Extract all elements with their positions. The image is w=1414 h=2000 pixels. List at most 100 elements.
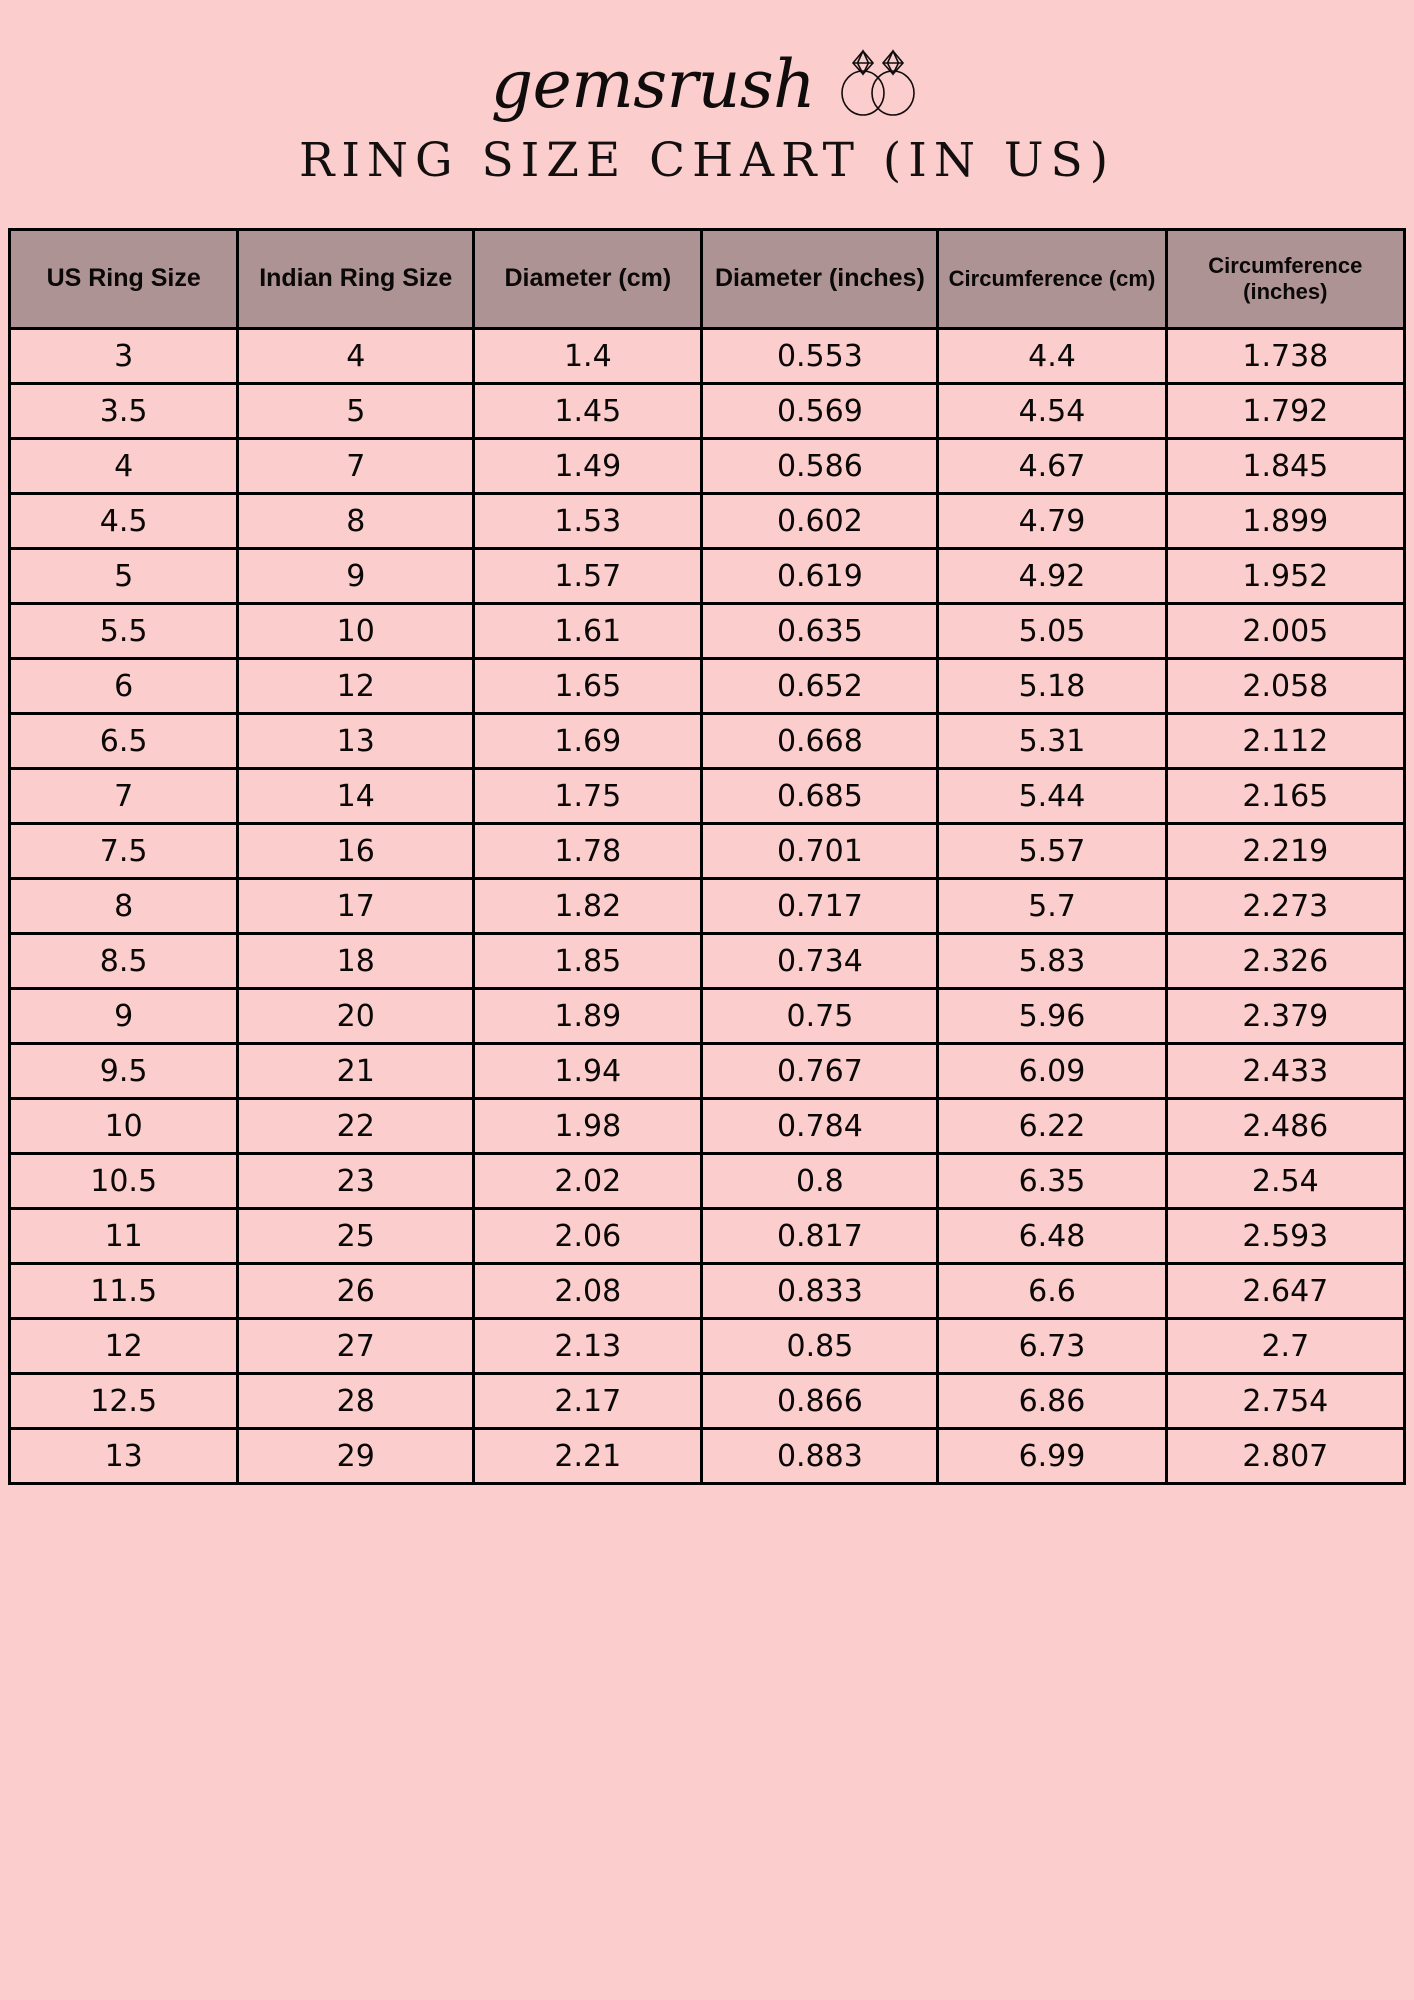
cell-circumference-cm: 6.73 <box>936 1317 1168 1375</box>
table-row: 12.5 28 2.17 0.866 6.86 2.754 <box>7 1372 1407 1430</box>
cell-circumference-inches: 2.647 <box>1164 1262 1407 1320</box>
table-row: 8 17 1.82 0.717 5.7 2.273 <box>7 877 1407 935</box>
cell-diameter-inches: 0.685 <box>700 767 940 825</box>
cell-indian-ring-size: 26 <box>236 1262 476 1320</box>
cell-us-ring-size: 3.5 <box>7 382 240 440</box>
cell-diameter-inches: 0.817 <box>700 1207 940 1265</box>
cell-indian-ring-size: 27 <box>236 1317 476 1375</box>
cell-circumference-cm: 6.35 <box>936 1152 1168 1210</box>
cell-diameter-inches: 0.784 <box>700 1097 940 1155</box>
table-row: 10.5 23 2.02 0.8 6.35 2.54 <box>7 1152 1407 1210</box>
cell-circumference-inches: 1.845 <box>1164 437 1407 495</box>
cell-us-ring-size: 5 <box>7 547 240 605</box>
cell-indian-ring-size: 12 <box>236 657 476 715</box>
cell-circumference-inches: 1.738 <box>1164 327 1407 385</box>
double-diamond-rings-icon <box>831 43 923 119</box>
cell-diameter-inches: 0.569 <box>700 382 940 440</box>
brand-header: gemsrush RING SIZE CHART (IN US) <box>0 0 1414 185</box>
cell-circumference-cm: 5.31 <box>936 712 1168 770</box>
cell-us-ring-size: 7 <box>7 767 240 825</box>
cell-diameter-cm: 1.98 <box>472 1097 704 1155</box>
cell-diameter-inches: 0.635 <box>700 602 940 660</box>
cell-diameter-inches: 0.668 <box>700 712 940 770</box>
cell-us-ring-size: 12 <box>7 1317 240 1375</box>
table-body: 3 4 1.4 0.553 4.4 1.738 3.5 5 1.45 0.569 4.54 1.792… <box>7 327 1407 1485</box>
cell-indian-ring-size: 21 <box>236 1042 476 1100</box>
cell-diameter-cm: 2.02 <box>472 1152 704 1210</box>
table-row: 5.5 10 1.61 0.635 5.05 2.005 <box>7 602 1407 660</box>
cell-indian-ring-size: 23 <box>236 1152 476 1210</box>
cell-indian-ring-size: 25 <box>236 1207 476 1265</box>
cell-indian-ring-size: 17 <box>236 877 476 935</box>
table-row: 4.5 8 1.53 0.602 4.79 1.899 <box>7 492 1407 550</box>
cell-circumference-inches: 2.754 <box>1164 1372 1407 1430</box>
cell-diameter-cm: 1.65 <box>472 657 704 715</box>
cell-circumference-cm: 6.6 <box>936 1262 1168 1320</box>
cell-diameter-cm: 1.61 <box>472 602 704 660</box>
cell-us-ring-size: 10 <box>7 1097 240 1155</box>
cell-diameter-inches: 0.586 <box>700 437 940 495</box>
cell-diameter-inches: 0.619 <box>700 547 940 605</box>
cell-circumference-inches: 1.792 <box>1164 382 1407 440</box>
cell-circumference-cm: 4.67 <box>936 437 1168 495</box>
table-row: 11.5 26 2.08 0.833 6.6 2.647 <box>7 1262 1407 1320</box>
cell-us-ring-size: 13 <box>7 1427 240 1485</box>
table-row: 12 27 2.13 0.85 6.73 2.7 <box>7 1317 1407 1375</box>
cell-circumference-inches: 2.379 <box>1164 987 1407 1045</box>
cell-diameter-inches: 0.8 <box>700 1152 940 1210</box>
cell-diameter-inches: 0.85 <box>700 1317 940 1375</box>
cell-indian-ring-size: 28 <box>236 1372 476 1430</box>
cell-circumference-inches: 2.593 <box>1164 1207 1407 1265</box>
cell-circumference-cm: 4.54 <box>936 382 1168 440</box>
cell-circumference-inches: 2.807 <box>1164 1427 1407 1485</box>
cell-circumference-inches: 2.005 <box>1164 602 1407 660</box>
cell-circumference-cm: 5.83 <box>936 932 1168 990</box>
cell-diameter-inches: 0.734 <box>700 932 940 990</box>
cell-circumference-cm: 5.57 <box>936 822 1168 880</box>
cell-circumference-inches: 2.7 <box>1164 1317 1407 1375</box>
cell-diameter-cm: 2.17 <box>472 1372 704 1430</box>
cell-circumference-cm: 6.09 <box>936 1042 1168 1100</box>
table-row: 6 12 1.65 0.652 5.18 2.058 <box>7 657 1407 715</box>
cell-diameter-cm: 1.75 <box>472 767 704 825</box>
table-row: 3.5 5 1.45 0.569 4.54 1.792 <box>7 382 1407 440</box>
cell-circumference-inches: 2.219 <box>1164 822 1407 880</box>
cell-indian-ring-size: 9 <box>236 547 476 605</box>
table-row: 8.5 18 1.85 0.734 5.83 2.326 <box>7 932 1407 990</box>
cell-diameter-cm: 1.85 <box>472 932 704 990</box>
cell-circumference-cm: 4.79 <box>936 492 1168 550</box>
table-row: 10 22 1.98 0.784 6.22 2.486 <box>7 1097 1407 1155</box>
table-header: US Ring Size Indian Ring Size Diameter (… <box>7 228 1407 330</box>
cell-us-ring-size: 3 <box>7 327 240 385</box>
table-row: 7.5 16 1.78 0.701 5.57 2.219 <box>7 822 1407 880</box>
cell-indian-ring-size: 20 <box>236 987 476 1045</box>
brand-row: gemsrush <box>0 38 1414 124</box>
cell-indian-ring-size: 18 <box>236 932 476 990</box>
cell-diameter-inches: 0.652 <box>700 657 940 715</box>
cell-circumference-inches: 2.54 <box>1164 1152 1407 1210</box>
column-header-indian-ring-size: Indian Ring Size <box>236 228 476 330</box>
page-title: RING SIZE CHART (IN US) <box>298 133 1116 188</box>
cell-us-ring-size: 10.5 <box>7 1152 240 1210</box>
cell-indian-ring-size: 7 <box>236 437 476 495</box>
cell-diameter-inches: 0.767 <box>700 1042 940 1100</box>
table-row: 9.5 21 1.94 0.767 6.09 2.433 <box>7 1042 1407 1100</box>
cell-circumference-cm: 5.96 <box>936 987 1168 1045</box>
cell-diameter-inches: 0.75 <box>700 987 940 1045</box>
cell-diameter-cm: 1.69 <box>472 712 704 770</box>
brand-wordmark: gemsrush <box>490 46 816 123</box>
column-header-us-ring-size: US Ring Size <box>7 228 240 330</box>
cell-diameter-inches: 0.602 <box>700 492 940 550</box>
cell-circumference-inches: 2.326 <box>1164 932 1407 990</box>
cell-circumference-cm: 4.92 <box>936 547 1168 605</box>
cell-circumference-cm: 6.86 <box>936 1372 1168 1430</box>
cell-circumference-inches: 2.058 <box>1164 657 1407 715</box>
cell-circumference-cm: 5.18 <box>936 657 1168 715</box>
cell-circumference-cm: 6.22 <box>936 1097 1168 1155</box>
cell-us-ring-size: 9.5 <box>7 1042 240 1100</box>
table-row: 9 20 1.89 0.75 5.96 2.379 <box>7 987 1407 1045</box>
cell-diameter-cm: 2.06 <box>472 1207 704 1265</box>
cell-circumference-inches: 1.952 <box>1164 547 1407 605</box>
cell-indian-ring-size: 8 <box>236 492 476 550</box>
